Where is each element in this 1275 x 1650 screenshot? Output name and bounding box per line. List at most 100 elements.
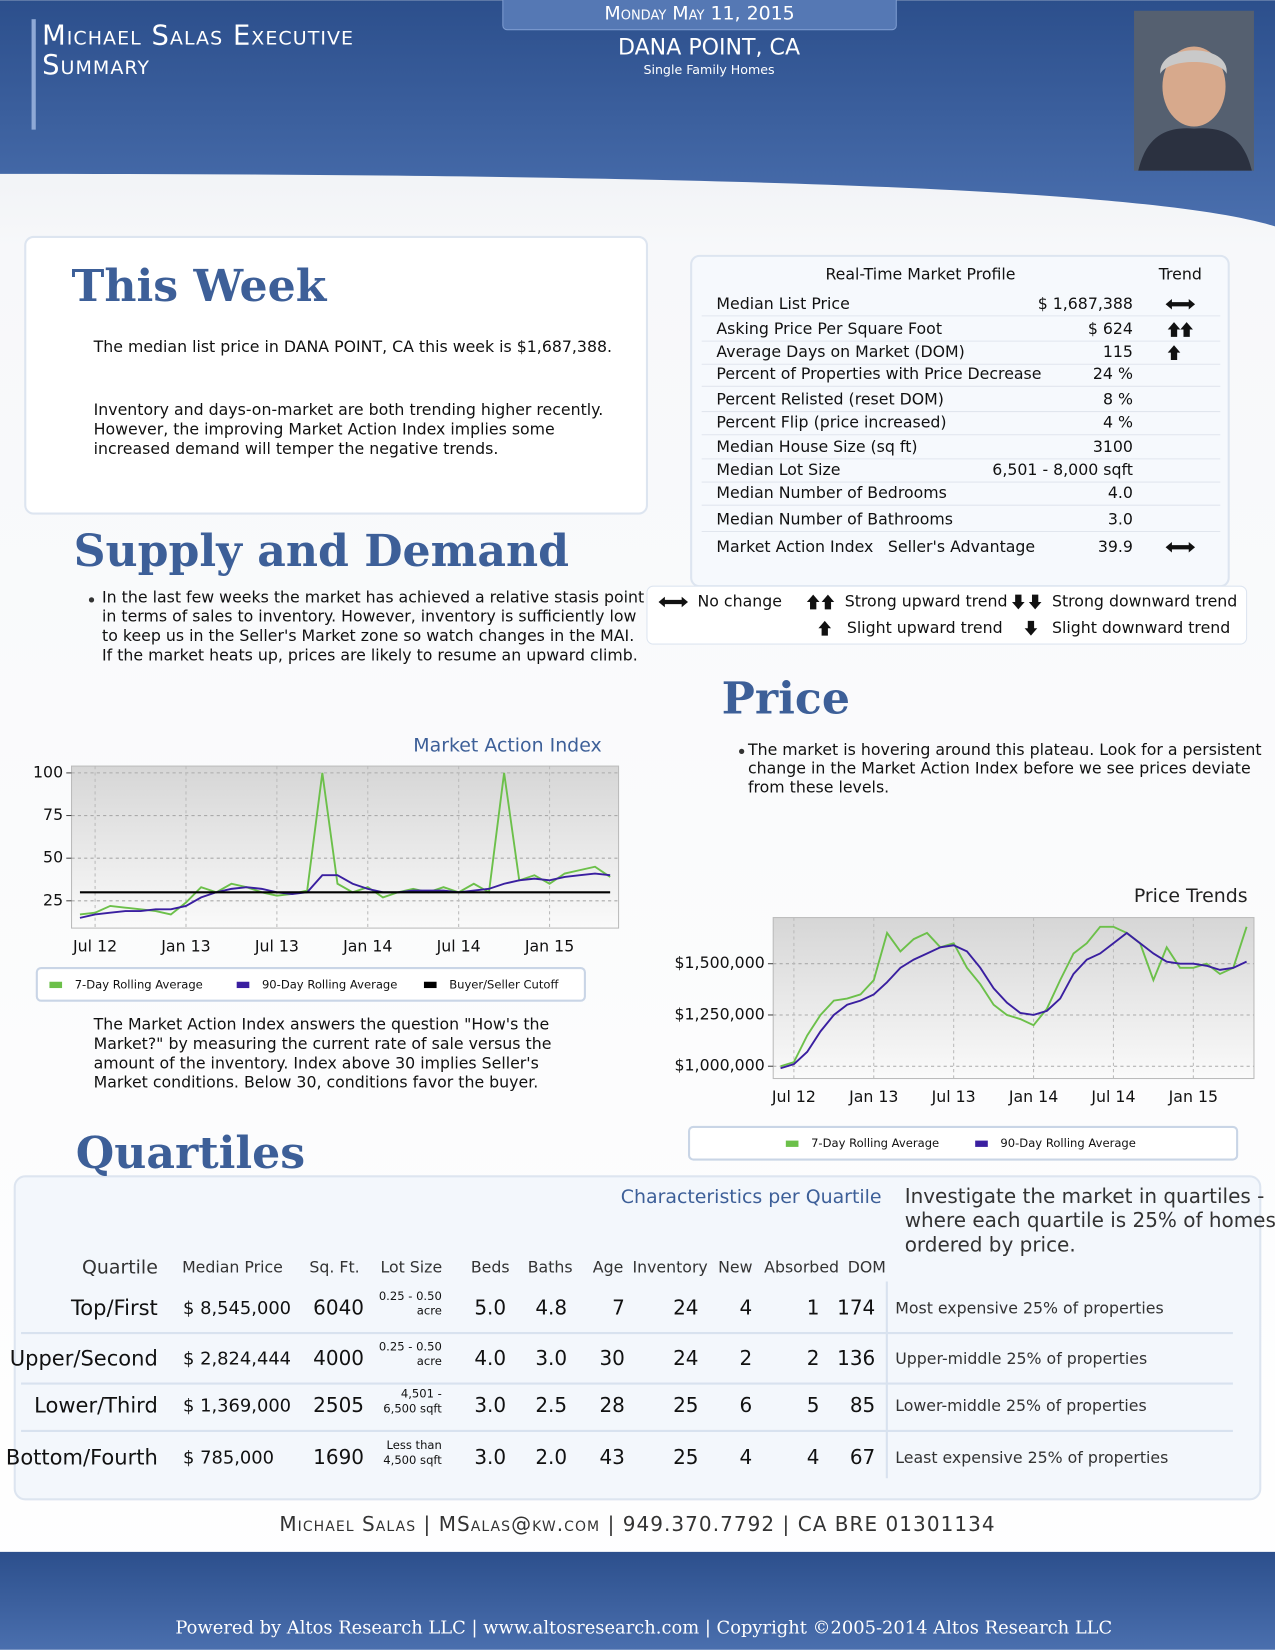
lot-size: acre <box>417 1354 442 1368</box>
profile-label: Percent Relisted (reset DOM) <box>716 390 944 409</box>
text-line: In the last few weeks the market has ach… <box>102 587 644 606</box>
quartile-name: Bottom/Fourth <box>6 1444 158 1469</box>
profile-trend-header: Trend <box>1158 264 1202 283</box>
profile-value: 3.0 <box>1108 509 1133 528</box>
text-line: If the market heats up, prices are likel… <box>102 646 638 665</box>
heading: Quartiles <box>76 1128 305 1179</box>
column-header: DOM <box>848 1257 886 1276</box>
date: Monday May 11, 2015 <box>604 2 794 24</box>
trend-arrow <box>1165 542 1196 553</box>
y-tick-label: 100 <box>33 762 63 781</box>
legend-swatch <box>785 1140 799 1147</box>
column-header: Lot Size <box>380 1257 442 1276</box>
cell: 43 <box>599 1445 624 1469</box>
cell: 2.0 <box>535 1445 567 1469</box>
legend-swatch <box>49 981 63 989</box>
trend-arrow <box>658 596 688 608</box>
cell: 4000 <box>313 1346 364 1370</box>
text-line: increased demand will temper the negativ… <box>94 439 499 458</box>
location: DANA POINT, CA <box>618 35 800 61</box>
x-tick-label: Jul 14 <box>1090 1087 1135 1106</box>
x-tick-label: Jul 13 <box>931 1087 976 1106</box>
text-line: The market is hovering around this plate… <box>747 740 1262 759</box>
cell: 4 <box>739 1445 752 1469</box>
text-line: ordered by price. <box>905 1232 1076 1256</box>
trend-arrow <box>806 594 820 610</box>
text-line: change in the Market Action Index before… <box>748 759 1251 778</box>
x-tick-label: Jan 15 <box>1168 1087 1218 1106</box>
column-header: Median Price <box>182 1257 283 1276</box>
x-tick-label: Jan 13 <box>848 1087 898 1106</box>
text-line: Investigate the market in quartiles - <box>905 1184 1265 1208</box>
bullet <box>739 748 745 754</box>
lot-size: 0.25 - 0.50 <box>379 1339 442 1353</box>
lot-size: 4,501 - <box>401 1387 442 1401</box>
photo-face <box>1162 46 1226 127</box>
profile-label: Median List Price <box>716 294 849 313</box>
lot-size: 0.25 - 0.50 <box>379 1289 442 1303</box>
date-box <box>502 0 897 31</box>
x-tick-label: Jan 15 <box>524 937 574 956</box>
profile-label: Median Lot Size <box>716 460 840 479</box>
profile-value: 8 % <box>1103 390 1133 409</box>
legend-label: 90-Day Rolling Average <box>1000 1136 1135 1150</box>
profile-value: 4.0 <box>1108 483 1133 502</box>
y-tick-label: $1,500,000 <box>675 953 765 972</box>
chart-title: Market Action Index <box>413 735 601 757</box>
legend-label: Buyer/Seller Cutoff <box>449 977 559 991</box>
lot-size: Less than <box>386 1438 441 1452</box>
panel <box>13 1175 1262 1501</box>
legend-swatch <box>236 981 250 989</box>
legend-text: Strong upward trend <box>845 591 1008 610</box>
legend-box <box>35 967 586 1002</box>
column-header: New <box>718 1257 752 1276</box>
x-tick-label: Jul 13 <box>254 937 299 956</box>
column-header: Inventory <box>632 1257 707 1276</box>
series-line <box>780 925 1248 1068</box>
y-tick-label: 25 <box>43 890 63 909</box>
trend-arrow <box>1028 594 1042 610</box>
profile-value: 3100 <box>1093 437 1133 456</box>
trend-arrow <box>818 620 832 636</box>
trend-arrow <box>1167 322 1181 337</box>
profile-note: Seller's Advantage <box>888 537 1035 556</box>
cell: 24 <box>673 1346 698 1370</box>
cell: 4 <box>739 1295 752 1319</box>
y-tick-label: $1,250,000 <box>675 1004 765 1023</box>
photo-hair <box>1160 50 1227 74</box>
cell: 7 <box>612 1295 625 1319</box>
series-line <box>780 931 1247 1070</box>
quartile-name: Lower/Third <box>34 1393 158 1418</box>
description: Upper-middle 25% of properties <box>895 1349 1147 1368</box>
cell: 4.0 <box>474 1346 506 1370</box>
description: Most expensive 25% of properties <box>895 1298 1163 1317</box>
powered-by: Powered by Altos Research LLC | www.alto… <box>175 1618 1112 1639</box>
cell: 3.0 <box>474 1393 506 1417</box>
title: Summary <box>42 50 150 81</box>
x-tick-label: Jul 12 <box>771 1087 816 1106</box>
cell: 85 <box>850 1393 875 1417</box>
cell: 3.0 <box>474 1445 506 1469</box>
legend-box <box>687 1125 1239 1161</box>
legend-text: Strong downward trend <box>1052 591 1237 610</box>
text-line: amount of the inventory. Index above 30 … <box>94 1053 539 1072</box>
column-header: Quartile <box>82 1256 158 1278</box>
profile-label: Average Days on Market (DOM) <box>716 342 964 361</box>
quartile-name: Top/First <box>70 1295 158 1320</box>
paragraph: The median list price in DANA POINT, CA … <box>93 337 612 356</box>
x-tick-label: Jul 12 <box>72 937 117 956</box>
legend-text: Slight downward trend <box>1052 618 1230 637</box>
series-line <box>79 872 611 919</box>
legend-text: Slight upward trend <box>847 618 1003 637</box>
legend-label: 90-Day Rolling Average <box>262 977 397 991</box>
profile-label: Median Number of Bedrooms <box>716 483 946 502</box>
cell: 5 <box>807 1393 820 1417</box>
quartile-name: Upper/Second <box>10 1345 158 1370</box>
cell: 1 <box>807 1295 820 1319</box>
cell: 25 <box>673 1445 698 1469</box>
y-tick-label: 50 <box>43 848 63 867</box>
subtitle: Characteristics per Quartile <box>621 1186 882 1208</box>
legend-swatch <box>423 981 437 989</box>
trend-arrow <box>1012 594 1025 610</box>
